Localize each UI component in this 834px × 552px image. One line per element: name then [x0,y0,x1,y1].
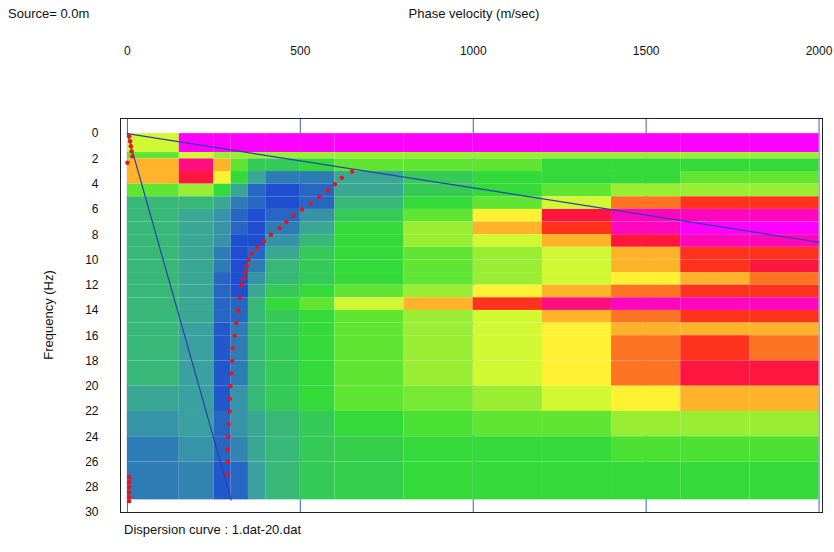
svg-text:2000: 2000 [806,44,833,58]
svg-text:1500: 1500 [633,44,660,58]
svg-text:12: 12 [85,278,99,292]
svg-text:2: 2 [92,152,99,166]
svg-text:14: 14 [85,303,99,317]
svg-text:16: 16 [85,329,99,343]
svg-text:28: 28 [85,480,99,494]
html-text:Dispersion curve : 1.dat-20.da: Dispersion curve : 1.dat-20.dat [124,522,301,537]
svg-text:8: 8 [92,228,99,242]
html-text:Frequency (Hz): Frequency (Hz) [40,270,56,360]
html-text:Phase velocity (m/sec): Phase velocity (m/sec) [408,6,540,21]
svg-text:0: 0 [92,126,99,140]
svg-text:6: 6 [92,202,99,216]
svg-text:0: 0 [124,44,131,58]
svg-text:22: 22 [85,404,99,418]
svg-text:1000: 1000 [460,44,487,58]
svg-text:24: 24 [85,430,99,444]
svg-text:30: 30 [85,505,99,519]
svg-text:26: 26 [85,455,99,469]
svg-text:18: 18 [85,354,99,368]
html-text:Source= 0.0m: Source= 0.0m [8,6,90,21]
svg-text:500: 500 [290,44,310,58]
svg-text:20: 20 [85,379,99,393]
svg-text:10: 10 [85,253,99,267]
svg-text:4: 4 [92,177,99,191]
